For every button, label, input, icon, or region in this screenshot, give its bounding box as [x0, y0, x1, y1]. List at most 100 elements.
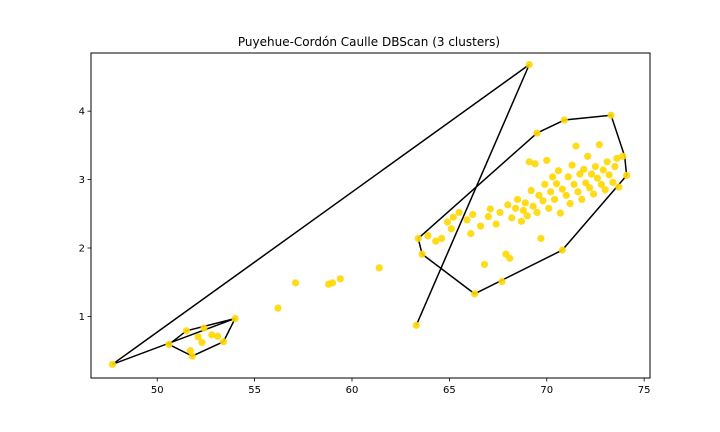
x-tick-label: 50 [151, 385, 164, 396]
y-tick-label: 2 [79, 244, 85, 255]
data-point [554, 167, 563, 175]
data-point [584, 152, 592, 160]
data-point [219, 338, 228, 346]
data-point [533, 208, 541, 217]
data-point [480, 260, 489, 269]
data-point [469, 210, 477, 219]
chart-title: Puyehue-Cordón Caulle DBScan (3 clusters… [238, 35, 500, 49]
data-point [449, 213, 457, 221]
data-point [188, 352, 196, 360]
y-tick-label: 3 [79, 175, 85, 186]
data-point [562, 191, 570, 199]
data-point [186, 347, 194, 355]
cluster-hull-3 [417, 114, 628, 295]
data-point [591, 162, 600, 171]
x-tick-label: 70 [540, 385, 553, 396]
x-tick-label: 55 [248, 385, 261, 396]
data-point [558, 185, 566, 193]
x-tick-label: 75 [638, 385, 651, 396]
data-point [328, 279, 337, 287]
data-point [558, 246, 566, 254]
data-point [543, 156, 551, 165]
data-point [537, 234, 545, 243]
data-point [550, 195, 559, 204]
data-point [527, 186, 535, 195]
data-point [498, 277, 506, 286]
data-point [447, 225, 455, 233]
data-point [578, 195, 586, 204]
data-point [523, 212, 531, 220]
data-point [613, 154, 621, 162]
data-point [586, 184, 594, 192]
data-point [601, 186, 609, 194]
data-point [414, 234, 422, 243]
data-point [605, 171, 613, 179]
data-point [521, 199, 529, 207]
data-point [525, 61, 533, 69]
data-point [552, 180, 561, 188]
plot-frame [90, 52, 651, 379]
data-point [611, 162, 619, 171]
data-point [467, 230, 475, 238]
axis-ticks: 50 55 60 65 70 75 1 2 3 4 [79, 107, 651, 396]
data-point [595, 141, 603, 149]
data-point [463, 216, 471, 224]
data-point [418, 250, 426, 258]
data-point [582, 179, 590, 187]
data-point [291, 279, 300, 287]
data-point [619, 152, 627, 160]
data-point [496, 208, 504, 217]
data-point [535, 191, 543, 199]
data-point [607, 111, 615, 119]
data-point [589, 190, 598, 198]
data-point [597, 180, 605, 188]
data-point [437, 234, 446, 243]
data-point [576, 170, 584, 178]
y-tick-label: 1 [79, 312, 85, 323]
data-point [519, 206, 528, 214]
data-point [274, 304, 282, 312]
data-point [471, 290, 479, 298]
data-point [231, 314, 239, 323]
data-point [599, 166, 607, 174]
data-points [108, 61, 631, 368]
data-point [476, 222, 485, 230]
data-point [492, 220, 500, 228]
data-point [566, 199, 574, 208]
data-point [165, 340, 173, 349]
data-point [603, 158, 611, 166]
data-point [609, 178, 617, 186]
data-point [375, 264, 383, 272]
data-point [508, 214, 516, 222]
data-point [572, 142, 580, 150]
data-point [443, 218, 452, 226]
data-point [182, 327, 191, 335]
data-point [506, 254, 514, 262]
data-point [539, 197, 547, 205]
data-point [412, 321, 420, 329]
data-point [336, 275, 344, 283]
data-point [541, 180, 549, 188]
y-tick-label: 4 [79, 107, 85, 118]
data-point [424, 232, 432, 240]
data-point [549, 173, 557, 181]
data-point [108, 360, 117, 368]
data-point [533, 129, 541, 137]
data-point [512, 204, 520, 212]
data-point [623, 171, 631, 180]
data-point [593, 174, 602, 182]
data-point [560, 116, 568, 124]
data-point [484, 212, 492, 221]
data-point [517, 217, 526, 225]
data-point [455, 208, 463, 217]
data-point [556, 209, 565, 217]
data-point [214, 332, 222, 340]
data-point [194, 333, 202, 341]
data-point [504, 201, 512, 209]
data-point [525, 158, 533, 166]
data-point [486, 205, 494, 213]
x-tick-label: 60 [346, 385, 359, 396]
